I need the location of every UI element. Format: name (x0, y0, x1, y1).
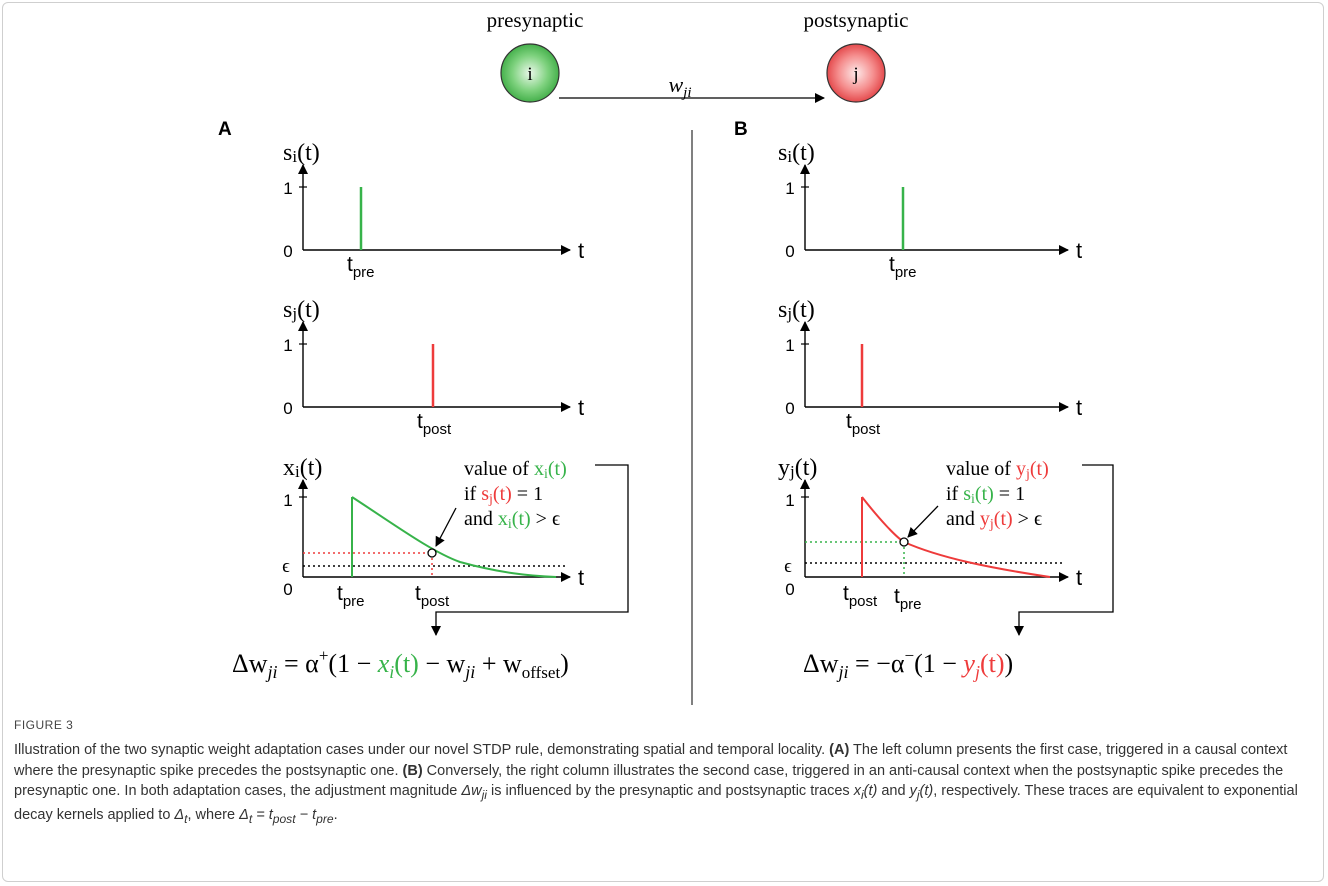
panel-a-sj-t-label: t (578, 395, 584, 420)
panel-a-presynaptic-spike-plot: si(t) 1 0 t tpre (283, 140, 584, 281)
panel-b-yj-epsilon-label: ϵ (784, 556, 792, 577)
panel-a-letter: A (218, 119, 232, 140)
panel-b-si-tick-label-0: 0 (785, 242, 794, 261)
panel-b-tpre-label-1: tpre (889, 253, 917, 281)
network-diagram: presynaptic postsynaptic i j wji (487, 8, 909, 103)
panel-a-note-line2: if sj(t) = 1 (464, 483, 543, 507)
panel-b-postsynaptic-spike-plot: sj(t) 1 0 t tpost (778, 297, 1082, 438)
panel-a-tpre-label-2: tpre (337, 582, 365, 610)
panel-a-si-tick-label-0: 0 (283, 242, 292, 261)
panel-b-note-line1: value of yj(t) (946, 458, 1049, 482)
panel-a-tpost-label-1: tpost (417, 410, 452, 438)
postsynaptic-label: postsynaptic (804, 8, 909, 32)
panel-b-sample-point (899, 537, 909, 547)
panel-b-trace-plot: yj(t) 1 0 ϵ t tpost tpre value of yj(t) … (778, 455, 1114, 636)
panel-b-yj-tick-label-0: 0 (785, 580, 794, 599)
figure-caption: FIGURE 3 Illustration of the two synapti… (14, 718, 1310, 830)
panel-a-sj-tick-label-0: 0 (283, 399, 292, 418)
panel-b-tpost-label-1: tpost (846, 410, 881, 438)
synaptic-weight-label: wji (668, 72, 691, 101)
figure-diagram: presynaptic postsynaptic i j wji A si(t)… (218, 8, 1114, 705)
panel-b-note-line2: if si(t) = 1 (946, 483, 1025, 507)
panel-a: A si(t) 1 0 t tpre sj(t) 1 0 t tpost (218, 119, 629, 682)
figure-caption-text: Illustration of the two synaptic weight … (14, 742, 1298, 827)
panel-b-sj-axis-title: sj(t) (778, 297, 815, 323)
panel-b-connector-arrow (1014, 464, 1114, 636)
panel-a-note-line3: and xi(t) > ϵ (464, 508, 560, 532)
panel-a-xi-tick-label-0: 0 (283, 580, 292, 599)
panel-a-xi-axis-title: xi(t) (283, 455, 322, 481)
panel-b-sj-tick-label-1: 1 (785, 336, 794, 355)
panel-a-trace-plot: xi(t) 1 0 ϵ t tpre tpost value of xi(t) … (282, 455, 629, 636)
panel-b-yj-axis-title: yj(t) (778, 455, 817, 481)
panel-a-postsynaptic-spike-plot: sj(t) 1 0 t tpost (283, 297, 584, 438)
panel-b-sj-t-label: t (1076, 395, 1082, 420)
panel-b-tpost-label-2: tpost (843, 582, 878, 610)
figure-caption-label: FIGURE 3 (14, 718, 74, 732)
panel-a-tpost-label-2: tpost (415, 582, 450, 610)
presynaptic-neuron-node (500, 43, 560, 103)
panel-b-update-equation: Δwji = −α−(1 − yj(t)) (803, 646, 1013, 682)
caption-tag-a: (A) (829, 742, 850, 758)
panel-b-si-t-label: t (1076, 238, 1082, 263)
panel-a-annotation: value of xi(t) if sj(t) = 1 and xi(t) > … (464, 458, 567, 532)
panel-a-tpre-label-1: tpre (347, 253, 375, 281)
panel-b-letter: B (734, 119, 748, 140)
postsynaptic-neuron-node (826, 43, 886, 103)
panel-b: B si(t) 1 0 t tpre sj(t) 1 0 t tpost (734, 119, 1114, 682)
presynaptic-node-label: i (527, 64, 532, 85)
panel-b-note-line3: and yj(t) > ϵ (946, 508, 1042, 532)
panel-a-si-t-label: t (578, 238, 584, 263)
panel-b-si-tick-label-1: 1 (785, 179, 794, 198)
panel-a-update-equation: Δwji = α+(1 − xi(t) − wji + woffset) (232, 646, 569, 682)
panel-b-annotation-arrow (907, 505, 939, 538)
panel-a-xi-tick-label-1: 1 (283, 491, 292, 510)
panel-a-xi-decay-curve (351, 496, 557, 578)
panel-a-xi-epsilon-label: ϵ (282, 556, 290, 577)
panel-a-note-line1: value of xi(t) (464, 458, 567, 482)
panel-a-sj-tick-label-1: 1 (283, 336, 292, 355)
panel-a-sample-point (427, 548, 437, 558)
panel-b-yj-t-label: t (1076, 565, 1082, 590)
panel-a-sj-axis-title: sj(t) (283, 297, 320, 323)
panel-b-yj-tick-label-1: 1 (785, 491, 794, 510)
presynaptic-label: presynaptic (487, 8, 584, 32)
panel-b-yj-decay-curve (861, 496, 1051, 578)
panel-b-sj-tick-label-0: 0 (785, 399, 794, 418)
panel-b-presynaptic-spike-plot: si(t) 1 0 t tpre (778, 140, 1082, 281)
panel-a-si-axis-title: si(t) (283, 140, 320, 166)
panel-b-annotation: value of yj(t) if si(t) = 1 and yj(t) > … (946, 458, 1049, 532)
panel-b-tpre-label-2: tpre (894, 585, 922, 613)
panel-b-si-axis-title: si(t) (778, 140, 815, 166)
panel-a-annotation-arrow (435, 507, 457, 547)
panel-a-xi-t-label: t (578, 565, 584, 590)
caption-tag-b: (B) (402, 762, 423, 779)
panel-a-connector-arrow (431, 464, 629, 636)
panel-a-si-tick-label-1: 1 (283, 179, 292, 198)
postsynaptic-node-label: j (852, 64, 858, 85)
